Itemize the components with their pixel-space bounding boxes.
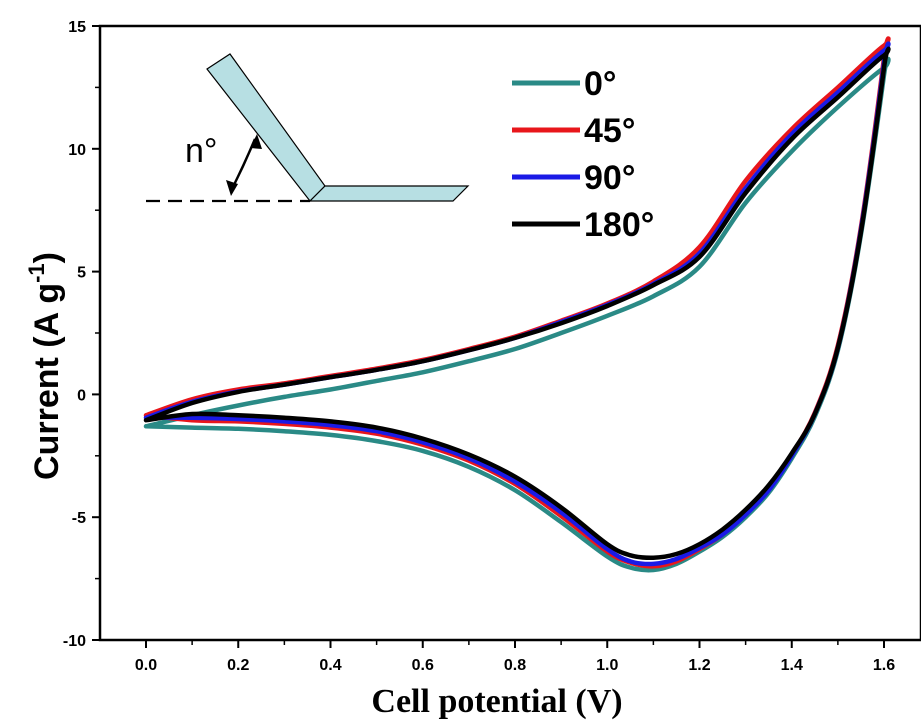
- x-tick-label: 0.2: [227, 657, 249, 674]
- series-lines: [143, 36, 891, 573]
- inset-angled-plate: [206, 53, 326, 202]
- x-tick-label: 0.6: [412, 657, 434, 674]
- x-tick-label: 1.0: [596, 657, 618, 674]
- y-axis-label: Current (A g-1): [24, 252, 66, 480]
- y-tick-label: 10: [68, 142, 86, 159]
- y-axis-label-close: ): [28, 252, 66, 263]
- legend-label: 45°: [584, 112, 635, 150]
- y-tick-label: 5: [77, 265, 86, 282]
- series-line-3: [143, 46, 891, 560]
- x-tick-label: 0.4: [319, 657, 341, 674]
- y-tick-label: 0: [77, 387, 86, 404]
- inset-arrowhead-bottom: [226, 180, 238, 196]
- inset-angle-label: n°: [185, 132, 218, 170]
- y-axis-ticks: -10 -5 0 5 10 15: [63, 19, 100, 650]
- legend-label: 0°: [584, 65, 617, 103]
- inset-arrowhead-top: [250, 134, 262, 149]
- legend: 0° 45° 90° 180°: [512, 65, 654, 244]
- x-axis-label: Cell potential (V): [371, 683, 622, 720]
- x-tick-label: 1.4: [781, 657, 803, 674]
- inset-flat-plate: [308, 185, 470, 202]
- x-tick-label: 1.6: [873, 657, 895, 674]
- x-tick-label: 0.8: [504, 657, 526, 674]
- y-axis-label-superscript: -1: [24, 263, 49, 283]
- inset-bend-diagram: n°: [146, 53, 470, 203]
- x-tick-label: 1.2: [688, 657, 710, 674]
- x-axis-ticks: 0.0 0.2 0.4 0.6 0.8 1.0 1.2 1.4 1.6: [135, 640, 895, 674]
- y-tick-label: -10: [63, 633, 86, 650]
- plot-frame: [98, 24, 921, 642]
- y-tick-label: 15: [68, 19, 86, 36]
- legend-label: 90°: [584, 159, 635, 197]
- y-axis-label-main: Current (A g: [28, 283, 66, 480]
- y-tick-label: -5: [72, 510, 86, 527]
- x-tick-label: 0.0: [135, 657, 157, 674]
- legend-label: 180°: [584, 206, 654, 244]
